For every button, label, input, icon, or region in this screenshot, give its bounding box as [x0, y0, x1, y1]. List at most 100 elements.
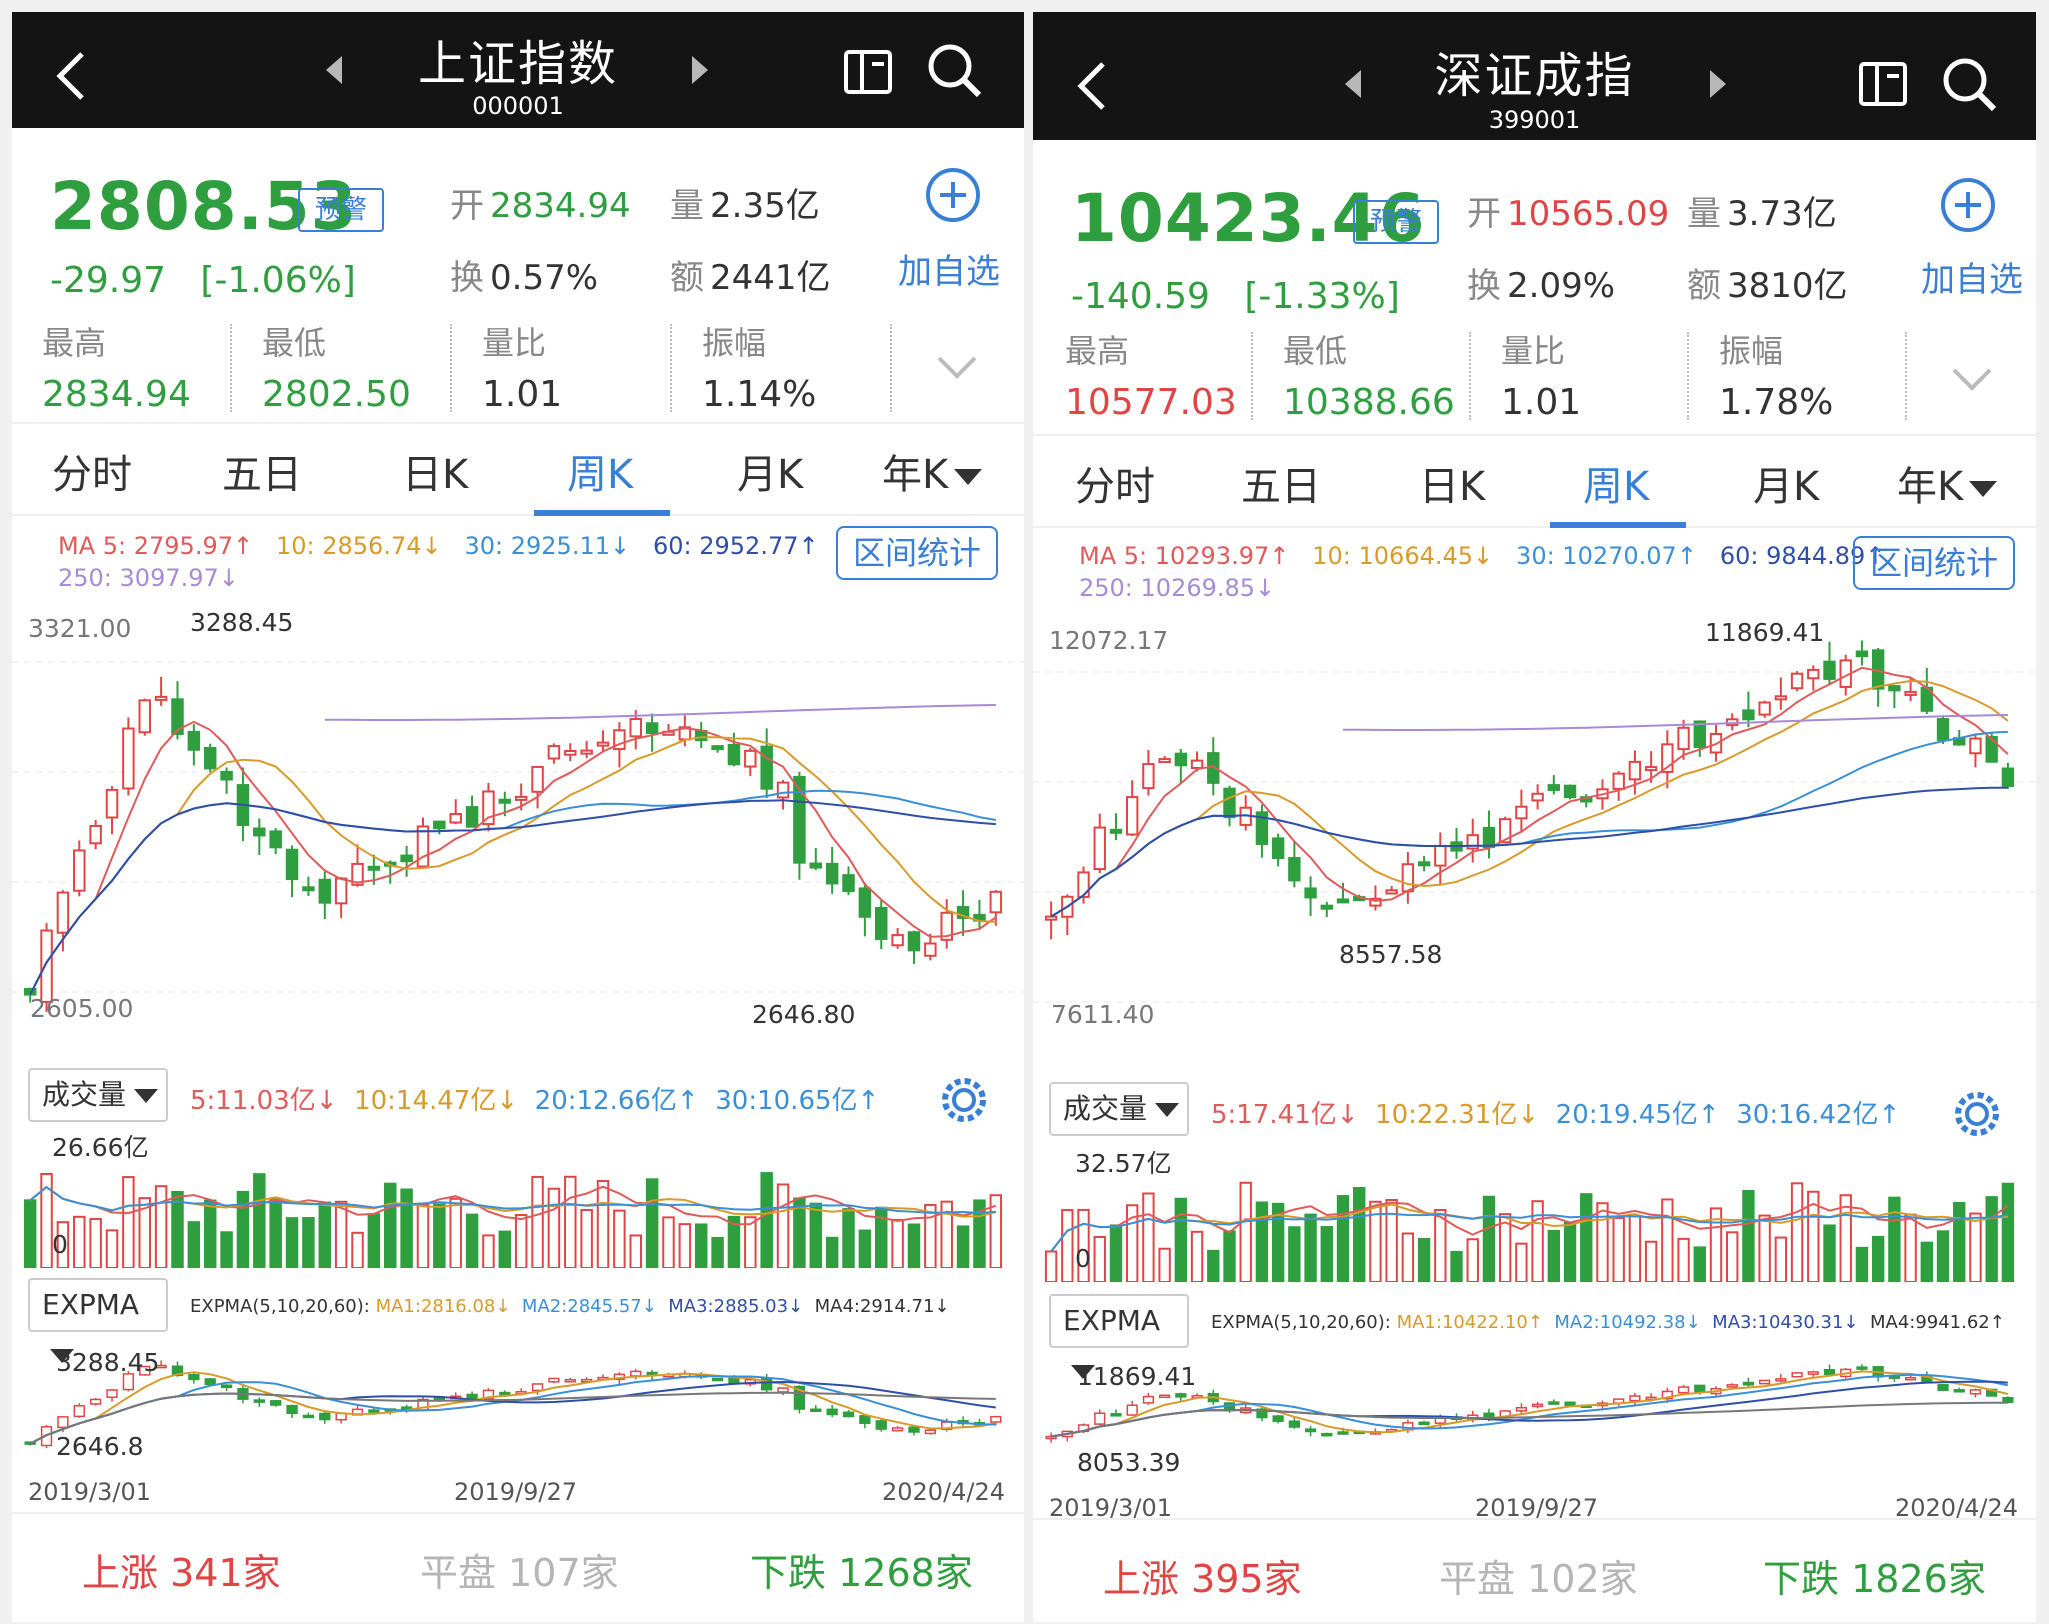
candle [367, 865, 381, 871]
candle [1369, 897, 1382, 907]
expma-indicator-selector[interactable]: EXPMA [28, 1278, 168, 1363]
volume-bar [1223, 1230, 1236, 1282]
volume-bar [351, 1231, 364, 1268]
tab-intraday[interactable]: 分时 [1075, 464, 1155, 510]
expma-candle [924, 1429, 937, 1435]
volume-bar [220, 1231, 233, 1268]
volume-bar [547, 1187, 561, 1268]
expma-candle [1775, 1378, 1787, 1382]
expma-candle [1969, 1389, 1982, 1395]
expma-indicator-selector[interactable]: EXPMA [1049, 1294, 1189, 1379]
volume-ma-legend: 5:11.03亿↓ 10:14.47亿↓ 20:12.66亿↑ 30:10.65… [190, 1086, 880, 1116]
tab-monthly-k[interactable]: 月K [737, 452, 804, 498]
volume-bar [1888, 1196, 1901, 1282]
prev-index-arrow-icon[interactable] [1345, 70, 1361, 98]
volume-bar [1790, 1182, 1804, 1282]
volume-bar [564, 1175, 577, 1268]
tab-yearly-k[interactable]: 年K [1897, 454, 1998, 512]
tab-intraday[interactable]: 分时 [52, 452, 132, 498]
tab-weekly-k[interactable]: 周K [567, 452, 634, 498]
alert-button[interactable]: 预警 [1353, 200, 1439, 244]
volume-bar [1207, 1249, 1220, 1282]
prev-index-arrow-icon[interactable] [326, 56, 342, 84]
expma-candle [711, 1377, 724, 1382]
kline-chart[interactable] [12, 602, 1024, 1042]
open-price: 开 10565.09 [1467, 194, 1670, 234]
volume-bar [2001, 1182, 2015, 1282]
split-screen-icon[interactable] [842, 46, 894, 98]
chevron-down-icon[interactable] [1951, 366, 1993, 392]
candle [1401, 863, 1415, 893]
expma-candle [270, 1400, 282, 1406]
split-screen-icon[interactable] [1857, 58, 1909, 110]
next-index-arrow-icon[interactable] [692, 56, 708, 84]
unchanged: 平盘 107家 [420, 1551, 619, 1595]
expma-candle [891, 1427, 904, 1432]
expma-legend: EXPMA(5,10,20,60): MA1:2816.08↓ MA2:2845… [190, 1296, 950, 1317]
candle [1677, 726, 1690, 751]
stat-volume-ratio: 量比 1.01 [482, 324, 563, 415]
candle [203, 746, 217, 770]
tab-daily-k[interactable]: 日K [402, 452, 469, 498]
expma-line [1050, 1373, 2009, 1438]
date-mid: 2019/9/27 [454, 1478, 578, 1506]
expma-candle [1321, 1432, 1333, 1437]
volume-bar [253, 1173, 266, 1268]
volume-bar [1109, 1224, 1123, 1282]
candle [1093, 826, 1106, 871]
tab-five-day[interactable]: 五日 [222, 452, 302, 498]
candle [1288, 857, 1301, 882]
expma-candle [1645, 1396, 1657, 1401]
volume-bar [1823, 1224, 1836, 1282]
expma-candle [253, 1399, 265, 1403]
add-watchlist-button[interactable]: 加自选 [898, 252, 1000, 292]
candle [253, 827, 266, 837]
candle [760, 745, 773, 790]
expma-candle [73, 1405, 85, 1418]
gear-icon[interactable] [1951, 1088, 2003, 1140]
search-icon[interactable] [1939, 54, 1999, 114]
index-code: 000001 [472, 92, 564, 120]
volume-indicator-selector[interactable]: 成交量 [1049, 1082, 1189, 1136]
chevron-down-icon[interactable] [936, 354, 978, 380]
expma-candle [188, 1374, 200, 1381]
back-icon[interactable] [1073, 58, 1113, 114]
next-index-arrow-icon[interactable] [1710, 70, 1726, 98]
volume-bar [384, 1182, 397, 1268]
volume-bar [580, 1209, 593, 1268]
volume-bar [302, 1217, 315, 1268]
expma-candle [482, 1389, 495, 1400]
gear-icon[interactable] [938, 1074, 990, 1126]
kline-chart[interactable] [1033, 612, 2036, 1052]
candle [514, 795, 528, 801]
advancers: 上涨 341家 [82, 1551, 281, 1595]
volume-bar [1515, 1242, 1528, 1282]
alert-button[interactable]: 预警 [298, 188, 384, 232]
add-watchlist-button[interactable]: 加自选 [1921, 260, 2023, 300]
tab-daily-k[interactable]: 日K [1419, 464, 1486, 510]
stat-volume-ratio: 量比 1.01 [1501, 332, 1582, 423]
tab-monthly-k[interactable]: 月K [1753, 464, 1820, 510]
expma-chart [1045, 1364, 2014, 1443]
add-watchlist-icon[interactable] [1939, 176, 1997, 234]
expma-candle [122, 1373, 135, 1391]
volume-axis-zero: 0 [52, 1230, 68, 1259]
back-icon[interactable] [52, 48, 92, 104]
top-bar: 深证成指 399001 [1033, 12, 2036, 140]
volume-bar [1434, 1208, 1447, 1282]
tab-weekly-k[interactable]: 周K [1583, 464, 1650, 510]
search-icon[interactable] [924, 40, 984, 100]
tab-yearly-k[interactable]: 年K [882, 442, 983, 500]
candle [1774, 695, 1788, 701]
expma-candle [1856, 1366, 1868, 1370]
range-stats-button[interactable]: 区间统计 [1853, 536, 2015, 590]
volume-indicator-selector[interactable]: 成交量 [28, 1068, 168, 1122]
add-watchlist-icon[interactable] [924, 166, 982, 224]
candle [1563, 784, 1577, 799]
volume-bar [1774, 1236, 1788, 1282]
ma-legend: MA 5: 2795.97↑ 10: 2856.74↓ 30: 2925.11↓… [58, 532, 819, 560]
range-stats-button[interactable]: 区间统计 [836, 526, 998, 580]
tab-five-day[interactable]: 五日 [1241, 464, 1321, 510]
expma-candle [286, 1404, 298, 1415]
expma-candle [499, 1391, 511, 1396]
